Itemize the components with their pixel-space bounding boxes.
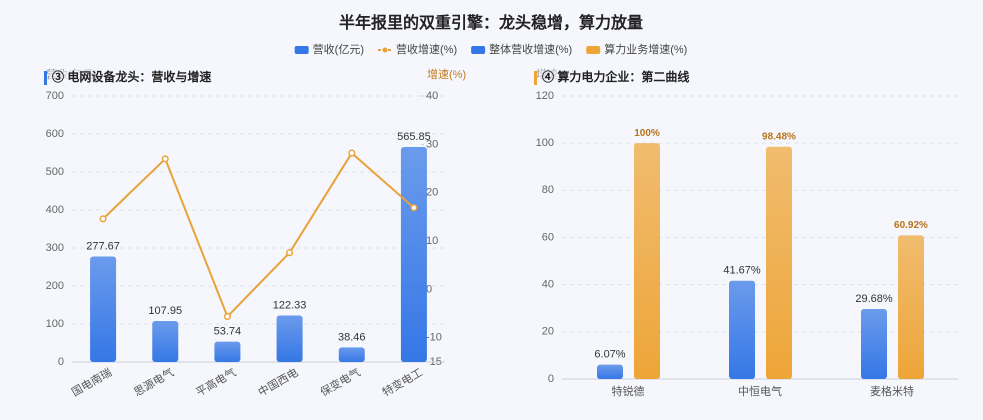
value-label: 41.67% [723, 265, 761, 277]
line-point [286, 249, 294, 257]
subtitle-marker [534, 71, 537, 85]
x-tick-label: 特锐德 [612, 384, 645, 398]
legend-icon [471, 46, 486, 54]
value-label: 98.48% [762, 131, 796, 142]
y-tick-label: 120 [536, 90, 554, 102]
bar [634, 143, 660, 379]
value-label: 53.74 [214, 325, 242, 337]
y2-tick-label: 30 [426, 138, 438, 150]
legend-icon [294, 46, 309, 54]
chart-subtitle: ④ 算力电力企业：第二曲线 [542, 69, 689, 84]
value-label: 122.33 [273, 299, 307, 311]
bar [729, 280, 755, 379]
value-label: 100% [634, 128, 660, 139]
x-tick-label: 麦格米特 [870, 384, 914, 398]
value-label: 60.92% [894, 220, 928, 231]
y2-axis-title: 增速(%) [427, 67, 466, 81]
y2-tick-label: 20 [426, 187, 438, 199]
y-tick-label: 0 [548, 373, 554, 385]
legend-label: 算力业务增速(%) [604, 42, 687, 56]
y-tick-label: 300 [46, 242, 64, 254]
y-tick-label: 0 [58, 356, 64, 368]
legend-label: 营收(亿元) [313, 42, 364, 56]
bar [766, 146, 792, 379]
bar [898, 235, 924, 379]
legend: 营收(亿元) 营收增速(%) 整体营收增速(%) 算力业务增速(%) [294, 42, 687, 56]
y-tick-label: 20 [542, 326, 554, 338]
line-point [161, 155, 169, 163]
legend-label: 营收增速(%) [396, 42, 457, 56]
value-label: 6.07% [594, 349, 625, 361]
y2-tick-label: -10 [426, 332, 442, 344]
y2-tick-label: 40 [426, 90, 438, 102]
bar [214, 341, 241, 362]
y-tick-label: 100 [46, 318, 64, 330]
chart-subtitle: ③ 电网设备龙头：营收与增速 [52, 69, 211, 84]
y-tick-label: 400 [46, 204, 64, 216]
y-tick-label: 60 [542, 231, 554, 243]
subtitle-backdrop [49, 70, 199, 86]
y-tick-label: 40 [542, 279, 554, 291]
bar [597, 364, 623, 379]
value-label: 107.95 [148, 305, 182, 317]
value-label: 38.46 [338, 331, 366, 343]
bar [861, 309, 887, 379]
legend-icon [586, 46, 601, 54]
value-label: 277.67 [86, 240, 120, 252]
y2-tick-label: 0 [426, 283, 432, 295]
y2-tick-label: 10 [426, 235, 438, 247]
bar [338, 347, 365, 362]
y-tick-label: 80 [542, 184, 554, 196]
line-point [348, 149, 356, 157]
bar [276, 315, 303, 362]
line-point [410, 204, 418, 212]
legend-label: 整体营收增速(%) [489, 42, 572, 56]
y-tick-label: 100 [536, 137, 554, 149]
subtitle-backdrop [539, 70, 689, 86]
bar [400, 146, 427, 362]
line-point [99, 215, 107, 223]
page-title: 半年报里的双重引擎：龙头稳增，算力放量 [339, 13, 643, 32]
y-tick-label: 500 [46, 166, 64, 178]
bar [90, 256, 117, 362]
y-tick-label: 200 [46, 280, 64, 292]
subtitle-marker [44, 71, 47, 85]
value-label: 29.68% [855, 293, 893, 305]
line-point [223, 312, 231, 321]
value-label: 565.85 [397, 131, 431, 143]
y-tick-label: 700 [46, 90, 64, 102]
bar [152, 320, 179, 362]
legend-icon [382, 47, 388, 53]
line-series [102, 151, 415, 319]
y-tick-label: 600 [46, 128, 64, 140]
x-tick-label: 中恒电气 [738, 384, 782, 398]
